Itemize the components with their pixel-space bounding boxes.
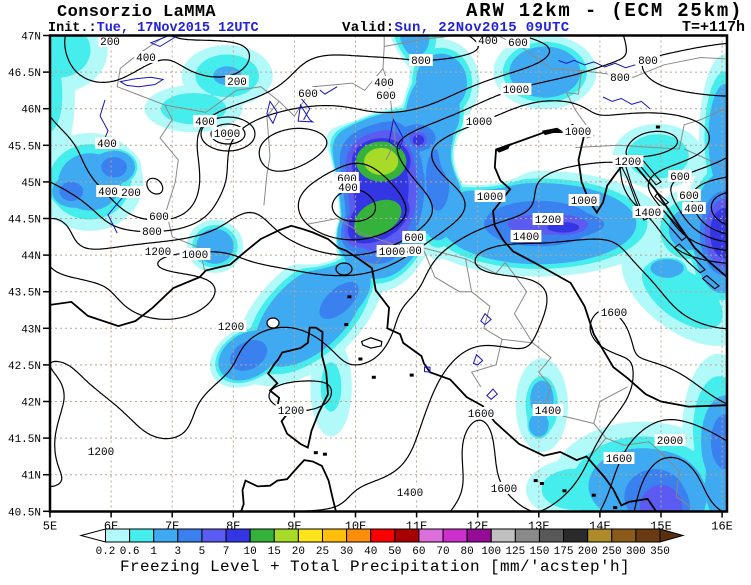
svg-text:150: 150	[530, 546, 550, 558]
svg-text:46N: 46N	[21, 105, 41, 117]
svg-text:1000: 1000	[466, 117, 492, 129]
svg-text:600: 600	[149, 212, 169, 224]
svg-text:47N: 47N	[21, 32, 41, 44]
svg-text:600: 600	[376, 91, 396, 103]
svg-text:1200: 1200	[278, 406, 304, 418]
svg-text:1400: 1400	[535, 406, 561, 418]
svg-text:40.5N: 40.5N	[8, 507, 41, 519]
svg-text:800: 800	[411, 56, 431, 68]
svg-text:30: 30	[340, 546, 353, 558]
svg-text:400: 400	[195, 117, 215, 129]
svg-text:T=+117h: T=+117h	[682, 19, 745, 36]
svg-text:800: 800	[638, 56, 658, 68]
svg-text:1400: 1400	[397, 488, 423, 500]
svg-text:350: 350	[650, 546, 670, 558]
svg-text:0.6: 0.6	[120, 546, 140, 558]
svg-text:175: 175	[554, 546, 574, 558]
svg-text:16E: 16E	[711, 520, 733, 534]
svg-text:400: 400	[684, 204, 704, 216]
svg-text:Consorzio LaMMA: Consorzio LaMMA	[57, 3, 216, 22]
svg-text:1600: 1600	[601, 308, 627, 320]
svg-text:1200: 1200	[88, 447, 114, 459]
svg-text:44.5N: 44.5N	[8, 215, 41, 227]
svg-text:70: 70	[436, 546, 449, 558]
svg-text:1400: 1400	[635, 208, 661, 220]
svg-text:1000: 1000	[571, 196, 597, 208]
svg-text:1000: 1000	[182, 250, 208, 262]
svg-text:1200: 1200	[535, 215, 561, 227]
svg-text:1600: 1600	[468, 409, 494, 421]
svg-text:10: 10	[244, 546, 257, 558]
svg-text:1600: 1600	[491, 484, 517, 496]
svg-text:15: 15	[268, 546, 281, 558]
svg-text:600: 600	[298, 89, 318, 101]
svg-text:5: 5	[199, 546, 206, 558]
svg-text:ARW 12km - (ECM 25km): ARW 12km - (ECM 25km)	[466, 0, 743, 22]
svg-text:1000: 1000	[565, 127, 591, 139]
svg-text:0.2: 0.2	[96, 546, 116, 558]
svg-text:600: 600	[508, 38, 528, 50]
svg-text:400: 400	[98, 187, 118, 199]
svg-text:400: 400	[338, 183, 358, 195]
svg-text:1200: 1200	[145, 247, 171, 259]
svg-text:1200: 1200	[615, 157, 641, 169]
svg-text:5E: 5E	[43, 520, 57, 534]
svg-text:45N: 45N	[21, 178, 41, 190]
svg-text:800: 800	[142, 227, 162, 239]
svg-text:44N: 44N	[21, 251, 41, 263]
svg-text:25: 25	[316, 546, 329, 558]
svg-text:300: 300	[626, 546, 646, 558]
svg-text:200: 200	[227, 77, 247, 89]
svg-text:1000: 1000	[379, 247, 405, 259]
svg-text:200: 200	[121, 188, 141, 200]
svg-text:400: 400	[97, 139, 117, 151]
svg-text:600: 600	[679, 191, 699, 203]
svg-text:50: 50	[388, 546, 401, 558]
svg-text:200: 200	[578, 546, 598, 558]
svg-text:1400: 1400	[513, 232, 539, 244]
svg-text:Freezing Level + Total Precipi: Freezing Level + Total Precipitation [mm…	[120, 558, 630, 576]
svg-text:800: 800	[610, 73, 630, 85]
svg-text:45.5N: 45.5N	[8, 141, 41, 153]
svg-text:1600: 1600	[606, 454, 632, 466]
svg-text:7: 7	[223, 546, 230, 558]
svg-text:20: 20	[292, 546, 305, 558]
svg-text:600: 600	[404, 233, 424, 245]
svg-text:41.5N: 41.5N	[8, 434, 41, 446]
svg-text:43N: 43N	[21, 324, 41, 336]
svg-text:80: 80	[461, 546, 474, 558]
svg-text:100: 100	[481, 546, 501, 558]
svg-text:43.5N: 43.5N	[8, 288, 41, 300]
svg-text:1000: 1000	[503, 85, 529, 97]
svg-text:Init.:Tue, 17Nov2015 12UTC: Init.:Tue, 17Nov2015 12UTC	[48, 21, 259, 36]
svg-text:200: 200	[100, 37, 120, 49]
svg-text:Valid:Sun, 22Nov2015 09UTC: Valid:Sun, 22Nov2015 09UTC	[342, 20, 570, 36]
svg-text:41N: 41N	[21, 471, 41, 483]
svg-text:1: 1	[150, 546, 157, 558]
svg-text:2000: 2000	[657, 436, 683, 448]
svg-text:400: 400	[136, 53, 156, 65]
svg-text:3: 3	[175, 546, 182, 558]
svg-text:40: 40	[364, 546, 377, 558]
svg-text:600: 600	[670, 172, 690, 184]
svg-text:60: 60	[412, 546, 425, 558]
svg-text:1000: 1000	[477, 192, 503, 204]
svg-text:1000: 1000	[214, 129, 240, 141]
svg-text:250: 250	[602, 546, 622, 558]
svg-text:42.5N: 42.5N	[8, 361, 41, 373]
svg-text:400: 400	[478, 36, 498, 48]
svg-text:42N: 42N	[21, 398, 41, 410]
svg-text:1200: 1200	[218, 322, 244, 334]
svg-text:400: 400	[374, 78, 394, 90]
svg-text:46.5N: 46.5N	[8, 68, 41, 80]
svg-text:125: 125	[505, 546, 525, 558]
